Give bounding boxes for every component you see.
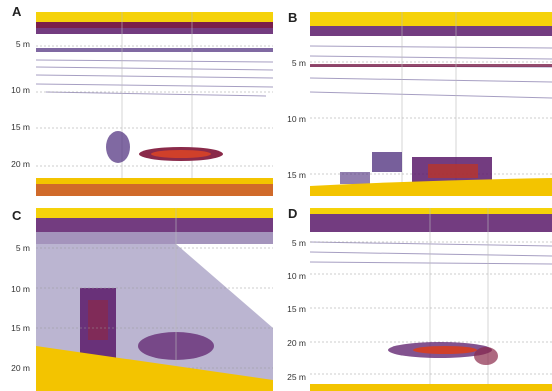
depth-label: 25 m (287, 372, 306, 382)
panel-label: C (12, 208, 22, 223)
depth-label: 15 m (11, 323, 30, 333)
echogram-c (36, 208, 273, 391)
depth-label: 10 m (287, 271, 306, 281)
depth-label: 20 m (11, 159, 30, 169)
panel-label: A (12, 4, 22, 19)
depth-label: 15 m (287, 304, 306, 314)
depth-label: 20 m (11, 363, 30, 373)
echogram-b (310, 12, 552, 196)
depth-label: 10 m (287, 114, 306, 124)
depth-label: 5 m (291, 58, 306, 68)
depth-label: 5 m (15, 243, 30, 253)
depth-label: 5 m (291, 238, 306, 248)
echogram-d (310, 208, 552, 391)
depth-label: 5 m (15, 39, 30, 49)
depth-label: 10 m (11, 85, 30, 95)
depth-label: 20 m (287, 338, 306, 348)
depth-label: 15 m (11, 122, 30, 132)
depth-label: 15 m (287, 170, 306, 180)
echogram-a (36, 12, 273, 196)
panel-label: B (288, 10, 298, 25)
panel-label: D (288, 206, 298, 221)
depth-label: 10 m (11, 284, 30, 294)
